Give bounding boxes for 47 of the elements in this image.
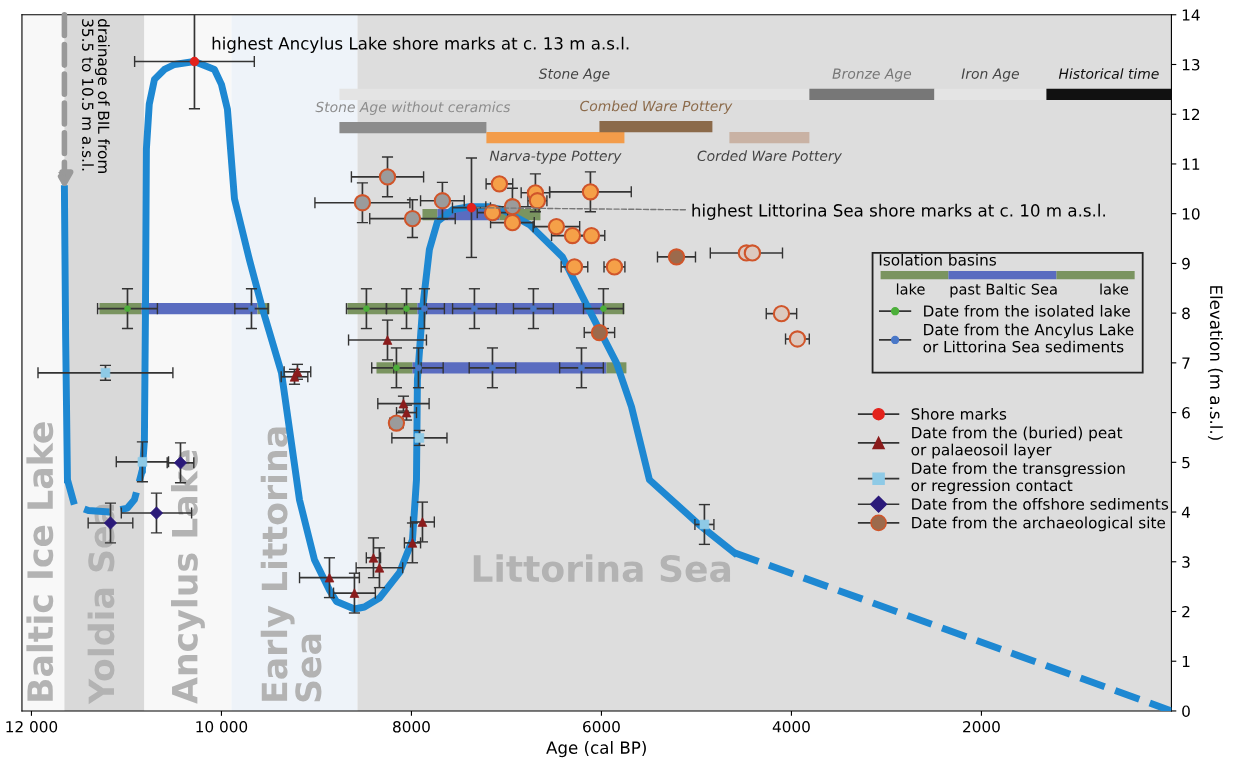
y-tick-label: 11 [1182,158,1200,170]
annotation: highest Littorina Sea shore marks at c. 10 m a.s.l. [692,203,1105,220]
y-tick-label: 1 [1182,655,1190,668]
series-label: Stone Age without ceramics [315,101,511,115]
y-tick-label: 2 [1182,605,1190,618]
series-label: Corded Ware Pottery [697,150,842,164]
x-tick-label: 4000 [772,720,810,733]
y-tick-label: 5 [1182,456,1190,469]
y-tick-label: 6 [1182,407,1190,419]
y-axis-title: Elevation (m a.s.l.) [1207,286,1223,440]
y-tick-label: 7 [1182,357,1190,369]
y-tick-label: 4 [1181,506,1191,518]
x-tick-label: 2000 [963,720,1000,733]
series-label: Stone Age [538,68,610,82]
annotation: drainage of BIL from 35.5 to 10.5 m a.s.l. [81,19,110,173]
series-label: Narva-type Pottery [489,150,622,164]
band-label: Early Littorina Sea [260,427,322,702]
legend-label: Date from the (buried) peat or palaeosoil layer [911,426,1123,459]
legend-label: Shore marks [911,407,1007,420]
x-tick-label: 6000 [583,720,620,733]
x-tick-label: 12 000 [6,720,58,733]
annotation: highest Ancylus Lake shore marks at c. 13 m a.s.l. [212,36,629,53]
series-label: Historical time [1058,68,1159,79]
y-tick-label: 12 [1182,108,1200,121]
legend-label: Date from the Ancylus Lake or Littorina Sea sediments [923,323,1134,353]
annotation: lake [1100,283,1129,295]
series-label: Iron Age [961,68,1019,82]
legend-label: Date from the archaeological site [912,516,1166,532]
x-tick-label: 10 000 [196,720,248,733]
annotation: lake [896,283,925,295]
legend-title: Isolation basins [879,253,997,266]
y-tick-label: 13 [1182,58,1200,71]
legend-label: Date from the offshore sediments [912,497,1169,510]
series-label: Combed Ware Pottery [580,100,733,114]
y-tick-label: 3 [1182,556,1190,568]
legend-label: Date from the isolated lake [924,304,1130,317]
series-label: Bronze Age [832,68,912,82]
x-tick-label: 8000 [393,720,430,733]
y-tick-label: 14 [1182,9,1200,21]
band-label: Baltic Ice Lake [26,422,54,701]
y-tick-label: 0 [1182,705,1190,717]
y-tick-label: 10 [1182,208,1200,220]
annotation: past Baltic Sea [950,283,1057,298]
legend-label: Date from the transgression or regression contact [911,462,1125,495]
x-axis-title: Age (cal BP) [546,741,646,758]
y-tick-label: 9 [1182,257,1190,270]
y-tick-label: 8 [1182,307,1190,320]
